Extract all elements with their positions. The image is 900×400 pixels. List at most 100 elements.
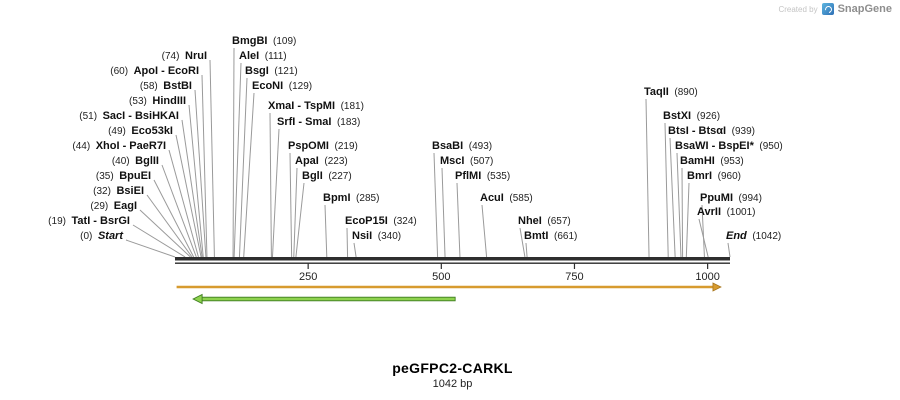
leader-line [293,167,298,258]
leader-line [188,104,204,258]
plasmid-title: peGFPC2-CARKL [392,360,513,376]
leader-line [295,182,305,258]
enzyme-label-BglI: BglI (227) [302,170,352,183]
enzyme-position: (51) [79,111,103,122]
leader-line [664,122,669,258]
enzyme-label-BpuEI: (35) BpuEI [96,170,151,183]
watermark: Created by SnapGene [778,3,892,15]
snapgene-logo-icon [821,3,834,15]
enzyme-label-BstBI: (58) BstBI [140,80,192,93]
enzyme-name: BamHI [680,155,715,167]
leader-line [153,179,195,258]
enzyme-label-SacI-BsiHKAI: (51) SacI - BsiHKAI [79,110,179,123]
enzyme-name: PpuMI [700,192,733,204]
enzyme-position: (35) [95,171,120,182]
enzyme-position: (493) [463,141,493,152]
sequence-bar [175,257,730,261]
leader-line [132,224,186,258]
leader-line [232,47,235,258]
enzyme-position: (181) [335,101,364,112]
enzyme-name: NheI [518,215,542,227]
leader-line [161,164,197,258]
enzyme-position: (19) [48,216,72,227]
enzyme-label-NruI: (74) NruI [162,50,207,63]
leader-line [433,152,439,258]
leader-line [481,204,488,258]
enzyme-name: AvrII [697,206,722,218]
leader-line [519,227,526,258]
enzyme-name: MscI [440,155,465,167]
enzyme-name: SacI - BsiHKAI [102,110,179,122]
enzyme-name: EcoNI [252,80,284,92]
ruler-tick-label: 750 [565,271,583,283]
leader-line [125,239,176,258]
enzyme-position: (340) [372,231,402,242]
enzyme-name: TatI - BsrGI [71,215,130,227]
leader-line [353,242,357,258]
created-by-text: Created by [778,4,818,14]
leader-line [645,98,650,258]
enzyme-name: BmtI [524,230,549,242]
enzyme-label-BmtI: BmtI (661) [524,230,577,243]
enzyme-name: BsgI [245,65,269,77]
leader-line [243,92,255,258]
leader-line [324,204,328,258]
enzyme-position: (535) [481,171,511,182]
enzyme-name: Eco53kI [131,125,173,137]
enzyme-position: (223) [318,156,348,167]
enzyme-label-BstXI: BstXI (926) [663,110,720,123]
enzyme-label-BmrI: BmrI (960) [687,170,741,183]
leader-line [194,89,207,258]
enzyme-position: (994) [733,193,762,204]
enzyme-name: ApoI - EcoRI [133,65,199,77]
leader-line [233,62,242,258]
snapgene-brand-text: SnapGene [837,3,892,15]
enzyme-name: BsaWI - BspEI* [675,140,754,152]
leader-line [139,209,191,258]
enzyme-label-BsaBI: BsaBI (493) [432,140,492,153]
enzyme-position: (121) [268,66,298,77]
leader-line [271,128,280,258]
enzyme-name: Start [97,230,123,242]
enzyme-position: (950) [753,141,783,152]
leader-line [456,182,461,258]
enzyme-name: End [726,230,747,242]
enzyme-position: (585) [503,193,533,204]
orange-feature-arrowhead [712,282,722,292]
enzyme-name: AleI [239,50,260,62]
enzyme-position: (29) [90,201,114,212]
enzyme-name: SrfI - SmaI [277,116,332,128]
enzyme-position: (227) [322,171,352,182]
enzyme-name: BpuEI [119,170,151,182]
leader-line [727,242,731,258]
enzyme-label-NheI: NheI (657) [518,215,571,228]
leader-line [698,218,709,258]
enzyme-position: (129) [283,81,313,92]
ruler-line [175,262,730,264]
leader-line [681,167,684,258]
enzyme-label-ApoI-EcoRI: (60) ApoI - EcoRI [110,65,199,78]
enzyme-label-EagI: (29) EagI [90,200,137,213]
green-feature-arrowhead [192,293,203,305]
enzyme-position: (60) [110,66,134,77]
enzyme-position: (58) [139,81,164,92]
leader-line [289,152,293,258]
enzyme-label-Eco53kI: (49) Eco53kI [108,125,173,138]
enzyme-position: (219) [328,141,358,152]
enzyme-name: TaqII [644,86,669,98]
ruler-tick-label: 500 [432,271,450,283]
enzyme-label-PspOMI: PspOMI (219) [288,140,358,153]
enzyme-label-XhoI-PaeR7I: (44) XhoI - PaeR7I [72,140,166,153]
enzyme-position: (53) [129,96,153,107]
enzyme-name: NsiI [352,230,373,242]
leader-line [238,77,248,258]
ruler-tick-label: 1000 [695,271,719,283]
enzyme-name: BmrI [687,170,713,182]
ruler-tick-label: 250 [299,271,317,283]
enzyme-name: BglII [135,155,159,167]
enzyme-name: BtsI - BtsαI [668,125,727,137]
enzyme-label-EcoNI: EcoNI (129) [252,80,312,93]
enzyme-label-AleI: AleI (111) [239,50,287,63]
leader-line [175,134,202,258]
